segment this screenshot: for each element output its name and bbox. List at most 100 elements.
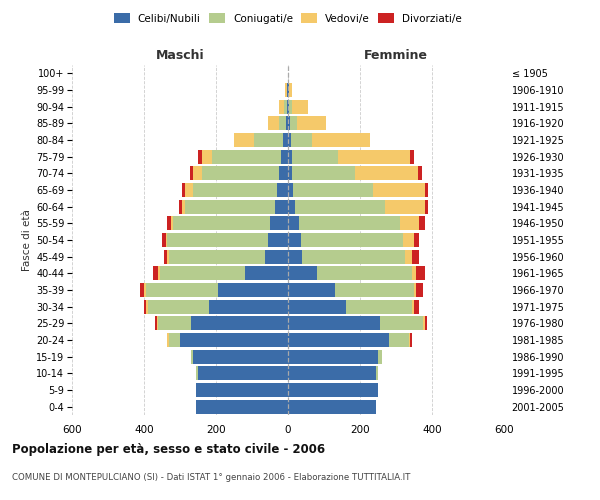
Bar bbox=[190, 166, 193, 180]
Bar bbox=[287, 83, 288, 97]
Bar bbox=[389, 333, 409, 347]
Bar bbox=[283, 133, 288, 147]
Bar bbox=[265, 250, 288, 264]
Bar bbox=[279, 166, 288, 180]
Bar bbox=[202, 166, 279, 180]
Bar bbox=[288, 366, 376, 380]
Bar bbox=[196, 400, 288, 414]
Bar bbox=[410, 333, 412, 347]
Bar bbox=[295, 200, 385, 214]
Bar bbox=[278, 100, 284, 114]
Bar bbox=[419, 216, 425, 230]
Bar bbox=[289, 100, 292, 114]
Y-axis label: Fasce di età: Fasce di età bbox=[22, 209, 32, 271]
Bar bbox=[425, 316, 427, 330]
Bar bbox=[169, 333, 180, 347]
Bar bbox=[301, 233, 403, 247]
Bar bbox=[288, 250, 302, 264]
Bar bbox=[288, 233, 301, 247]
Bar bbox=[288, 316, 380, 330]
Bar bbox=[412, 266, 416, 280]
Bar bbox=[414, 233, 419, 247]
Bar bbox=[148, 300, 209, 314]
Bar bbox=[288, 283, 335, 297]
Bar bbox=[268, 116, 279, 130]
Bar bbox=[144, 300, 146, 314]
Bar bbox=[313, 133, 370, 147]
Bar bbox=[185, 200, 275, 214]
Bar bbox=[167, 233, 268, 247]
Bar bbox=[290, 116, 297, 130]
Bar bbox=[182, 200, 185, 214]
Bar bbox=[373, 183, 425, 197]
Bar bbox=[302, 250, 405, 264]
Bar bbox=[169, 250, 265, 264]
Bar bbox=[218, 283, 288, 297]
Bar bbox=[270, 216, 288, 230]
Bar bbox=[405, 250, 412, 264]
Legend: Celibi/Nubili, Coniugati/e, Vedovi/e, Divorziati/e: Celibi/Nubili, Coniugati/e, Vedovi/e, Di… bbox=[111, 10, 465, 26]
Text: Popolazione per età, sesso e stato civile - 2006: Popolazione per età, sesso e stato civil… bbox=[12, 442, 325, 456]
Bar bbox=[414, 283, 416, 297]
Bar bbox=[346, 300, 412, 314]
Bar bbox=[193, 350, 288, 364]
Bar bbox=[191, 350, 193, 364]
Bar bbox=[287, 100, 288, 114]
Bar bbox=[146, 300, 148, 314]
Bar bbox=[288, 150, 292, 164]
Bar bbox=[167, 333, 169, 347]
Bar bbox=[193, 166, 202, 180]
Bar bbox=[335, 283, 414, 297]
Bar bbox=[288, 266, 317, 280]
Bar bbox=[288, 116, 290, 130]
Bar bbox=[167, 250, 169, 264]
Bar bbox=[338, 150, 410, 164]
Bar bbox=[289, 83, 292, 97]
Bar bbox=[245, 266, 288, 280]
Bar bbox=[198, 150, 202, 164]
Bar bbox=[416, 283, 423, 297]
Bar bbox=[191, 316, 288, 330]
Bar bbox=[317, 266, 412, 280]
Bar bbox=[288, 183, 293, 197]
Bar bbox=[425, 183, 428, 197]
Bar bbox=[196, 383, 288, 397]
Bar bbox=[286, 83, 287, 97]
Bar bbox=[355, 166, 418, 180]
Bar bbox=[167, 216, 171, 230]
Bar bbox=[410, 150, 414, 164]
Bar bbox=[291, 133, 313, 147]
Bar bbox=[378, 350, 382, 364]
Bar bbox=[412, 250, 419, 264]
Bar bbox=[400, 216, 419, 230]
Bar bbox=[418, 166, 422, 180]
Bar bbox=[158, 266, 160, 280]
Bar bbox=[376, 366, 378, 380]
Bar bbox=[292, 100, 308, 114]
Bar bbox=[164, 250, 167, 264]
Bar bbox=[292, 150, 338, 164]
Bar bbox=[380, 316, 423, 330]
Bar bbox=[275, 200, 288, 214]
Bar bbox=[162, 233, 166, 247]
Bar bbox=[173, 216, 270, 230]
Bar bbox=[180, 333, 288, 347]
Bar bbox=[297, 116, 326, 130]
Bar bbox=[288, 100, 289, 114]
Bar bbox=[209, 300, 288, 314]
Bar bbox=[288, 333, 389, 347]
Bar bbox=[385, 200, 425, 214]
Bar bbox=[288, 200, 295, 214]
Bar bbox=[284, 100, 287, 114]
Bar bbox=[414, 300, 419, 314]
Bar bbox=[281, 150, 288, 164]
Bar bbox=[160, 266, 245, 280]
Text: Maschi: Maschi bbox=[155, 48, 205, 62]
Bar bbox=[288, 300, 346, 314]
Bar bbox=[409, 333, 410, 347]
Bar bbox=[288, 400, 376, 414]
Bar bbox=[403, 233, 414, 247]
Bar bbox=[153, 266, 158, 280]
Bar bbox=[425, 200, 428, 214]
Bar bbox=[212, 150, 281, 164]
